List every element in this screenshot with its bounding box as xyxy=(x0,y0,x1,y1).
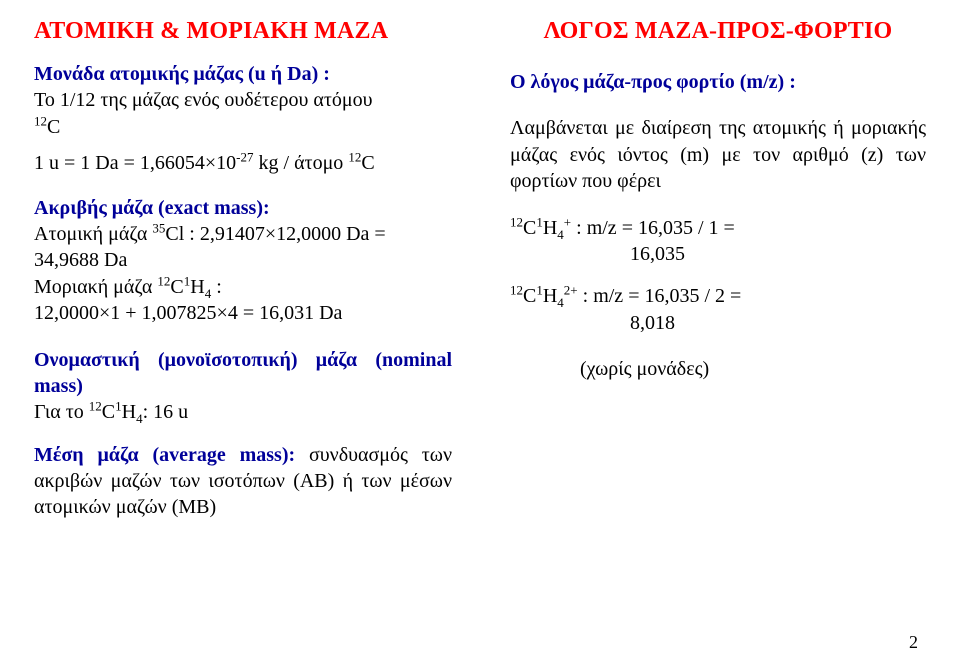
nominal-block: Ονομαστική (μονοϊσοτοπική) μάζα (nominal… xyxy=(34,347,452,426)
unit-value: 1 u = 1 Da = 1,66054×10-27 kg / άτομο 12… xyxy=(34,150,452,176)
example-2: 12C1H42+ : m/z = 16,035 / 2 = 8,018 xyxy=(510,283,926,336)
right-intro: Ο λόγος μάζα-προς φορτίο (m/z) : xyxy=(510,69,926,95)
unit-value-prefix: 1 u = 1 Da = 1,66054×10 xyxy=(34,152,236,174)
unit-def-1: Το 1/12 της μάζας ενός ουδέτερου ατόμου xyxy=(34,89,373,111)
exact-heading: Ακριβής μάζα (exact mass): xyxy=(34,197,270,219)
left-title: ΑΤΟΜΙΚΗ & ΜΟΡΙΑΚΗ ΜΑΖΑ xyxy=(34,18,452,45)
ex1-sup1: 12 xyxy=(510,214,523,229)
ex2-result: 8,018 xyxy=(510,310,926,336)
page: ΑΤΟΜΙΚΗ & ΜΟΡΙΑΚΗ ΜΑΖΑ Μονάδα ατομικής μ… xyxy=(0,0,960,663)
unit-value-tail: kg / άτομο xyxy=(254,152,349,174)
exact-atomic-label: Ατομική μάζα xyxy=(34,223,152,245)
unit-block: Μονάδα ατομικής μάζας (u ή Da) : Το 1/12… xyxy=(34,61,452,140)
nominal-line-pre: Για το xyxy=(34,401,89,423)
unit-atom-C: C xyxy=(361,152,374,174)
avg-block: Μέση μάζα (average mass): συνδυασμός των… xyxy=(34,442,452,521)
ex1-tail: : m/z = 16,035 / 1 = xyxy=(571,217,735,239)
c12-sup: 12 xyxy=(34,113,47,128)
ex2-tail: : m/z = 16,035 / 2 = xyxy=(578,285,742,307)
unit-atom-sup: 12 xyxy=(348,150,361,165)
no-units: (χωρίς μονάδες) xyxy=(510,356,926,382)
ex1-result: 16,035 xyxy=(510,241,926,267)
ex2-charge: 2+ xyxy=(564,283,578,298)
nominal-tail: : 16 u xyxy=(143,401,189,423)
c12: C xyxy=(47,116,60,138)
nominal-heading: Ονομαστική (μονοϊσοτοπική) μάζα (nominal… xyxy=(34,349,452,397)
ex2-C: C xyxy=(523,285,536,307)
avg-heading: Μέση μάζα (average mass): xyxy=(34,444,309,466)
ch4-C: C xyxy=(170,276,183,298)
ex1-C: C xyxy=(523,217,536,239)
exact-block: Ακριβής μάζα (exact mass): Ατομική μάζα … xyxy=(34,195,452,327)
right-column: ΛΟΓΟΣ ΜΑΖΑ-ΠΡΟΣ-ΦΟΡΤΙΟ Ο λόγος μάζα-προς… xyxy=(510,18,926,663)
unit-heading: Μονάδα ατομικής μάζας (u ή Da) : xyxy=(34,63,330,85)
nom-C: C xyxy=(102,401,115,423)
exact-cl-sup: 35 xyxy=(152,220,165,235)
exact-calc: 12,0000×1 + 1,007825×4 = 16,031 Da xyxy=(34,302,342,324)
right-intro-text: Ο λόγος μάζα-προς φορτίο (m/z) : xyxy=(510,71,796,93)
example-1: 12C1H4+ : m/z = 16,035 / 1 = 16,035 xyxy=(510,215,926,268)
ch4-tail: : xyxy=(211,276,222,298)
exact-mol-label: Μοριακή μάζα xyxy=(34,276,157,298)
nom-sup1: 12 xyxy=(89,399,102,414)
right-title: ΛΟΓΟΣ ΜΑΖΑ-ΠΡΟΣ-ΦΟΡΤΙΟ xyxy=(510,18,926,45)
ch4-H: H xyxy=(190,276,204,298)
unit-value-exp: -27 xyxy=(236,150,253,165)
right-body: Λαμβάνεται με διαίρεση της ατομικής ή μο… xyxy=(510,115,926,194)
ex2-sup1: 12 xyxy=(510,283,523,298)
nom-H: H xyxy=(122,401,136,423)
ex2-H: H xyxy=(543,285,557,307)
left-column: ΑΤΟΜΙΚΗ & ΜΟΡΙΑΚΗ ΜΑΖΑ Μονάδα ατομικής μ… xyxy=(34,18,452,663)
page-number: 2 xyxy=(909,632,918,653)
ex1-H: H xyxy=(543,217,557,239)
ch4-sup1: 12 xyxy=(157,273,170,288)
